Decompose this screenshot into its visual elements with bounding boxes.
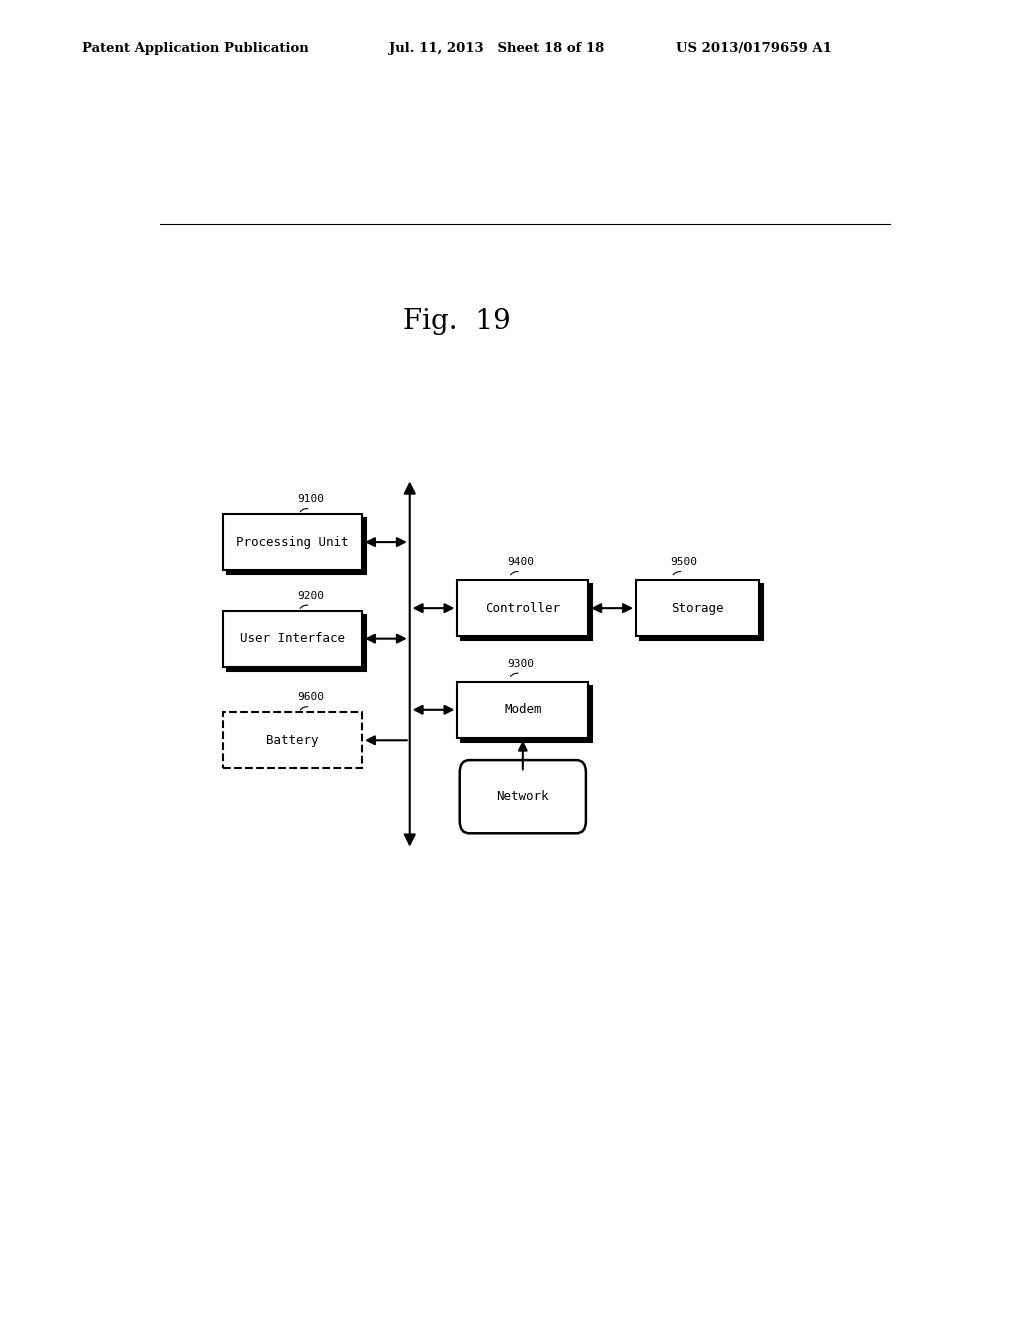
Text: Battery: Battery <box>266 734 318 747</box>
Text: 9100: 9100 <box>297 494 324 504</box>
Text: 9500: 9500 <box>670 557 697 568</box>
Bar <box>461 686 592 742</box>
Text: Patent Application Publication: Patent Application Publication <box>82 42 308 55</box>
Text: Fig.  19: Fig. 19 <box>403 308 511 334</box>
Text: User Interface: User Interface <box>241 632 345 645</box>
Text: Modem: Modem <box>504 704 542 717</box>
Text: Network: Network <box>497 791 549 803</box>
Bar <box>640 585 763 640</box>
Bar <box>223 713 362 768</box>
Text: 9200: 9200 <box>297 590 324 601</box>
Bar <box>223 515 362 570</box>
Bar <box>461 585 592 640</box>
Text: 9300: 9300 <box>507 659 535 669</box>
Text: 9400: 9400 <box>507 557 535 568</box>
Text: US 2013/0179659 A1: US 2013/0179659 A1 <box>676 42 831 55</box>
Text: 9600: 9600 <box>297 692 324 702</box>
Bar <box>227 519 367 574</box>
Text: Processing Unit: Processing Unit <box>237 536 349 549</box>
Bar <box>458 682 588 738</box>
Bar <box>636 581 759 636</box>
Bar <box>223 611 362 667</box>
Bar <box>227 615 367 671</box>
FancyBboxPatch shape <box>460 760 586 833</box>
Bar <box>458 581 588 636</box>
Text: Controller: Controller <box>485 602 560 615</box>
Text: Storage: Storage <box>671 602 724 615</box>
Text: Jul. 11, 2013   Sheet 18 of 18: Jul. 11, 2013 Sheet 18 of 18 <box>389 42 604 55</box>
